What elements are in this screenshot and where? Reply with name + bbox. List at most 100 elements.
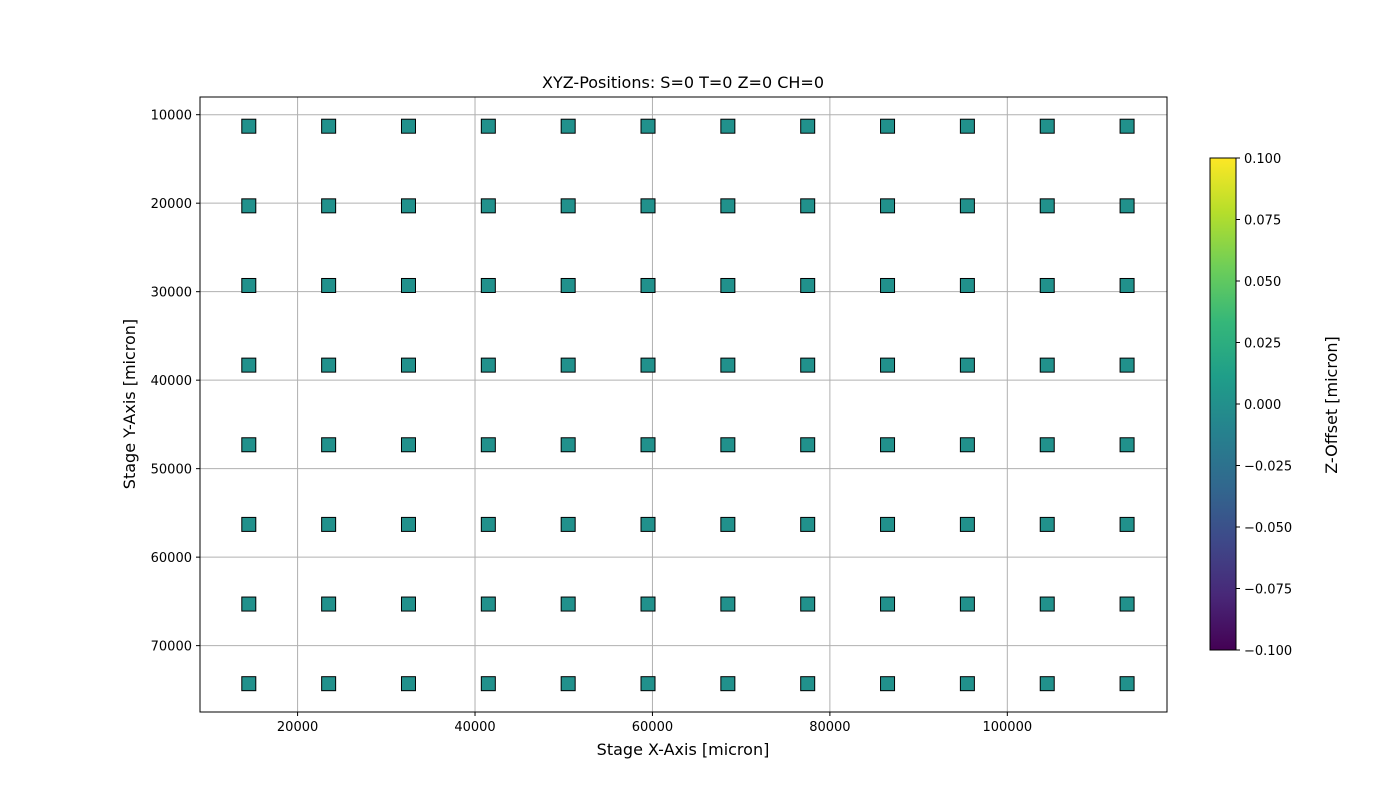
- data-point: [321, 118, 337, 134]
- data-point: [880, 198, 896, 214]
- data-point: [959, 437, 975, 453]
- colorbar-tick-label: −0.050: [1244, 521, 1292, 536]
- data-point: [321, 277, 337, 293]
- data-point: [480, 676, 496, 692]
- data-point: [241, 118, 257, 134]
- data-point: [400, 118, 416, 134]
- data-point: [1039, 596, 1055, 612]
- data-point: [241, 277, 257, 293]
- data-point: [880, 118, 896, 134]
- colorbar-label: Z-Offset [micron]: [1322, 336, 1341, 474]
- data-point: [800, 437, 816, 453]
- colorbar-tick-label: −0.100: [1244, 644, 1292, 659]
- colorbar-gradient: [1209, 157, 1237, 651]
- x-tick-label: 80000: [809, 720, 850, 735]
- data-point: [1039, 676, 1055, 692]
- colorbar-tick-label: 0.050: [1244, 275, 1281, 290]
- data-point: [959, 198, 975, 214]
- data-point: [241, 596, 257, 612]
- y-tick-label: 30000: [151, 286, 192, 301]
- data-point: [959, 118, 975, 134]
- data-point: [640, 357, 656, 373]
- data-point: [1119, 198, 1135, 214]
- data-point: [1039, 357, 1055, 373]
- x-tick-label: 60000: [632, 720, 673, 735]
- data-point: [959, 516, 975, 532]
- colorbar-ticks: 0.100 0.075 0.050 0.025 0.000 −0.025 −0.050 −0.…: [1236, 152, 1292, 659]
- y-axis-ticks: 10000 20000 30000 40000 50000 60000 70000: [151, 109, 200, 655]
- x-tick-label: 100000: [982, 720, 1032, 735]
- data-point: [560, 437, 576, 453]
- data-point: [480, 357, 496, 373]
- data-point: [1039, 198, 1055, 214]
- colorbar-tick-label: 0.025: [1244, 337, 1281, 352]
- grid-lines: [200, 97, 1167, 712]
- data-point: [560, 596, 576, 612]
- plot-area-frame: [199, 96, 1168, 713]
- data-point: [720, 676, 736, 692]
- colorbar-tick-label: −0.075: [1244, 583, 1292, 598]
- data-point: [1039, 437, 1055, 453]
- data-point: [640, 277, 656, 293]
- data-point: [560, 118, 576, 134]
- colorbar-tick-label: −0.025: [1244, 460, 1292, 475]
- data-point: [880, 676, 896, 692]
- data-point: [880, 596, 896, 612]
- data-point: [880, 437, 896, 453]
- data-point: [800, 277, 816, 293]
- data-point: [400, 596, 416, 612]
- data-point: [1119, 118, 1135, 134]
- data-point: [880, 516, 896, 532]
- data-point: [720, 437, 736, 453]
- data-point: [800, 357, 816, 373]
- data-point: [640, 437, 656, 453]
- data-point: [1039, 118, 1055, 134]
- data-point: [1119, 437, 1135, 453]
- y-tick-label: 50000: [151, 463, 192, 478]
- data-point: [241, 357, 257, 373]
- data-point: [640, 118, 656, 134]
- colorbar-tick-label: 0.100: [1244, 152, 1281, 167]
- data-point: [1039, 516, 1055, 532]
- data-point: [241, 198, 257, 214]
- data-point: [720, 198, 736, 214]
- colorbar-tick-label: 0.075: [1244, 214, 1281, 229]
- data-point: [880, 357, 896, 373]
- data-point: [241, 516, 257, 532]
- data-point: [480, 596, 496, 612]
- y-tick-label: 20000: [151, 197, 192, 212]
- data-point: [560, 676, 576, 692]
- x-axis-ticks: 20000 40000 60000 80000 100000: [277, 712, 1032, 735]
- data-point: [321, 357, 337, 373]
- data-point: [720, 516, 736, 532]
- x-tick-label: 40000: [454, 720, 495, 735]
- colorbar: 0.100 0.075 0.050 0.025 0.000 −0.025 −0.050 −0.…: [1209, 152, 1341, 659]
- data-point: [241, 437, 257, 453]
- data-point: [480, 277, 496, 293]
- data-point: [321, 437, 337, 453]
- data-point: [1119, 676, 1135, 692]
- data-point: [959, 596, 975, 612]
- data-point: [1119, 596, 1135, 612]
- data-point: [959, 676, 975, 692]
- data-point: [1119, 516, 1135, 532]
- data-point: [800, 676, 816, 692]
- data-point: [400, 437, 416, 453]
- data-point: [720, 277, 736, 293]
- data-point: [640, 198, 656, 214]
- data-point: [480, 437, 496, 453]
- data-point: [400, 516, 416, 532]
- x-tick-label: 20000: [277, 720, 318, 735]
- data-point: [560, 277, 576, 293]
- x-axis-label: Stage X-Axis [micron]: [597, 740, 770, 759]
- y-axis-label: Stage Y-Axis [micron]: [120, 319, 139, 489]
- y-tick-label: 60000: [151, 551, 192, 566]
- chart-title: XYZ-Positions: S=0 T=0 Z=0 CH=0: [542, 73, 824, 92]
- data-point: [800, 516, 816, 532]
- data-point: [800, 596, 816, 612]
- data-point: [1119, 277, 1135, 293]
- data-point: [720, 596, 736, 612]
- data-point: [560, 198, 576, 214]
- data-point: [480, 198, 496, 214]
